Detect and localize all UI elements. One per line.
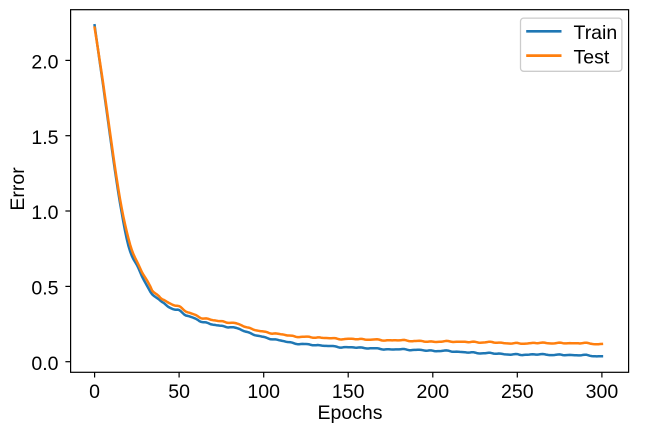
svg-text:100: 100	[247, 381, 280, 403]
svg-text:0: 0	[89, 381, 100, 403]
svg-text:Epochs: Epochs	[317, 402, 382, 424]
svg-text:Error: Error	[7, 167, 29, 211]
svg-text:250: 250	[501, 381, 534, 403]
svg-text:50: 50	[168, 381, 190, 403]
svg-text:200: 200	[417, 381, 450, 403]
svg-text:Train: Train	[574, 22, 618, 44]
svg-text:0.0: 0.0	[31, 353, 58, 375]
svg-text:Test: Test	[574, 46, 610, 68]
svg-text:0.5: 0.5	[31, 278, 58, 300]
svg-text:150: 150	[332, 381, 365, 403]
svg-text:300: 300	[586, 381, 619, 403]
svg-text:2.0: 2.0	[31, 52, 58, 74]
svg-text:1.0: 1.0	[31, 202, 58, 224]
svg-text:1.5: 1.5	[31, 127, 58, 149]
